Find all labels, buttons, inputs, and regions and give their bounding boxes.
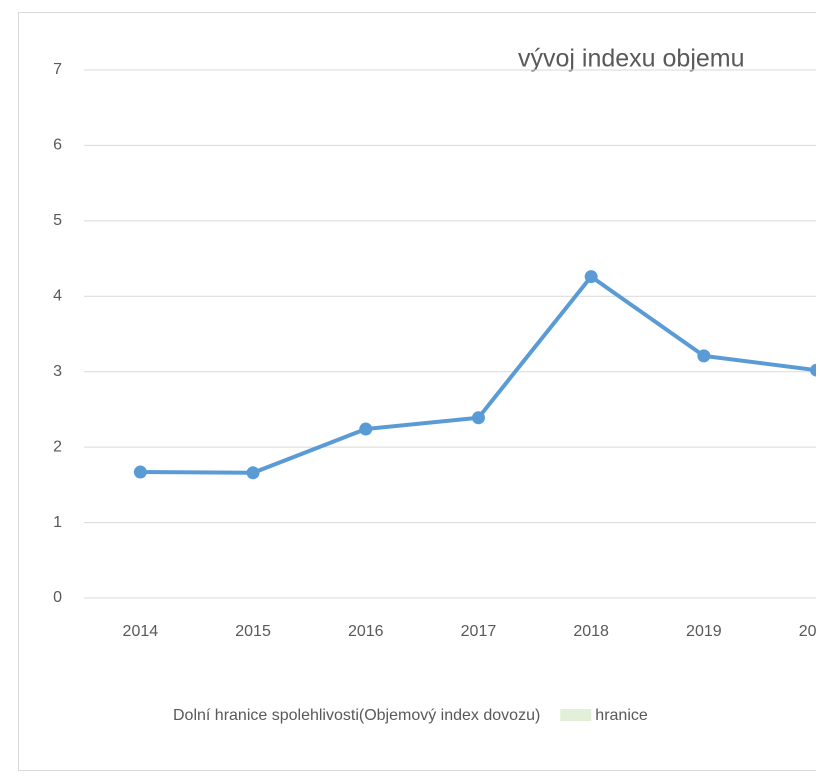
y-tick-label: 2 [53, 438, 62, 455]
x-tick-label: 2018 [573, 623, 609, 640]
y-tick-label: 4 [53, 288, 62, 305]
x-tick-label: 2016 [348, 623, 384, 640]
data-point [810, 363, 816, 377]
data-point [584, 270, 598, 284]
x-tick-label: 2014 [123, 623, 159, 640]
legend-label: Dolní hranice spolehlivosti(Objemový ind… [173, 707, 540, 724]
y-tick-label: 3 [53, 363, 62, 380]
y-tick-label: 7 [53, 61, 62, 78]
x-tick-label: 2017 [461, 623, 497, 640]
chart-title: vývoj indexu objemu [518, 45, 745, 73]
data-point [697, 349, 711, 363]
data-point [471, 411, 485, 425]
chart-frame [18, 12, 816, 771]
data-point [246, 466, 260, 480]
y-tick-label: 5 [53, 212, 62, 229]
x-tick-label: 2019 [686, 623, 722, 640]
y-tick-label: 6 [53, 137, 62, 154]
data-point [133, 465, 147, 479]
legend-label: hranice [595, 707, 648, 724]
data-point [359, 422, 373, 436]
legend-swatch [560, 709, 592, 721]
x-tick-label: 2020 [799, 623, 816, 640]
y-tick-label: 1 [53, 514, 62, 531]
y-tick-label: 0 [53, 589, 62, 606]
x-tick-label: 2015 [235, 623, 271, 640]
